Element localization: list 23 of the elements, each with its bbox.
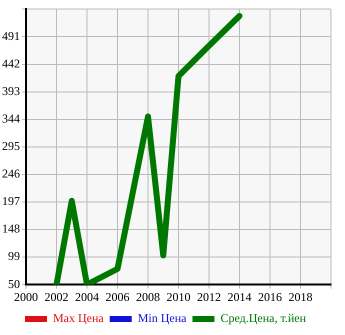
legend-label: Max Цена <box>52 311 104 326</box>
y-tick-label: 246 <box>2 166 20 181</box>
y-tick-label: 148 <box>2 222 20 236</box>
x-tick-label: 2006 <box>106 290 130 304</box>
y-tick-label: 295 <box>2 139 20 154</box>
x-tick-label: 2014 <box>228 290 252 304</box>
y-tick-label: 197 <box>2 194 20 208</box>
x-tick-label: 2002 <box>44 290 68 304</box>
x-tick-label: 2000 <box>14 290 38 304</box>
y-tick-label: 344 <box>2 112 20 126</box>
x-tick-label: 2012 <box>197 290 221 304</box>
x-tick-label: 2016 <box>258 290 282 304</box>
x-tick-label: 2010 <box>166 290 190 304</box>
y-tick-label: 393 <box>2 84 20 98</box>
x-tick-label: 2004 <box>75 290 99 304</box>
x-tick-label: 2018 <box>288 290 312 304</box>
y-tick-label: 491 <box>2 28 20 43</box>
y-tick-label: 50 <box>8 276 20 291</box>
y-tick-label: 442 <box>2 56 20 70</box>
x-tick-label: 2008 <box>136 290 160 304</box>
y-tick-label: 99 <box>8 249 20 264</box>
legend-label: Min Цена <box>138 311 188 326</box>
legend-label: Сред.Цена, т.йен <box>220 311 307 326</box>
